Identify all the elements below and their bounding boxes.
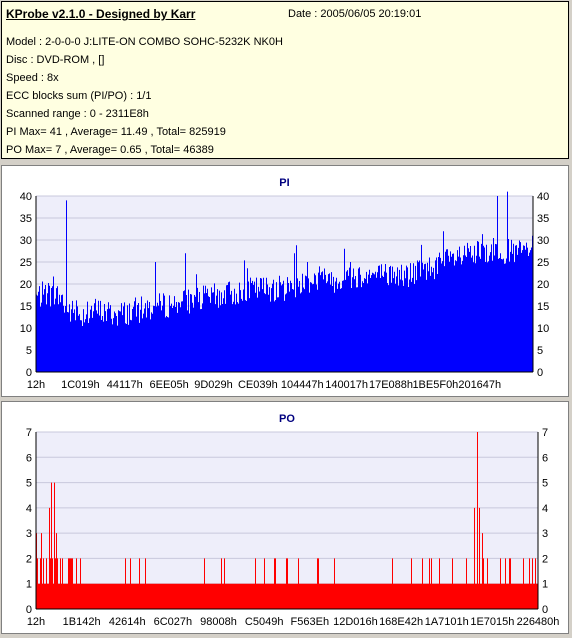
y-tick-label-right: 0: [542, 604, 548, 616]
x-tick-label: 1BE5F0h: [412, 379, 458, 391]
x-tick-label: 1C019h: [61, 379, 100, 391]
x-tick-label: 12D016h: [333, 616, 378, 628]
x-tick-label: 44117h: [107, 379, 143, 391]
x-tick-label: F563Eh: [291, 616, 330, 628]
data-bars: [36, 432, 538, 609]
x-tick-label: 168E42h: [379, 616, 423, 628]
y-tick-label-right: 25: [537, 257, 549, 269]
info-pi-stats: PI Max= 41 , Average= 11.49 , Total= 825…: [6, 126, 226, 138]
x-tick-label: 12h: [27, 616, 45, 628]
y-tick-label-left: 3: [26, 528, 32, 540]
y-tick-label-left: 25: [20, 257, 32, 269]
y-tick-label-right: 5: [537, 345, 543, 357]
data-bars: [36, 191, 533, 372]
y-tick-label-right: 30: [537, 235, 549, 247]
y-tick-label-right: 2: [542, 553, 548, 565]
x-tick-label: 42614h: [109, 616, 146, 628]
y-tick-label-right: 10: [537, 323, 549, 335]
y-tick-label-left: 0: [26, 367, 32, 379]
app-title: KProbe v2.1.0 - Designed by Karr: [6, 7, 196, 21]
x-tick-label: 6C027h: [154, 616, 193, 628]
x-tick-label: 104447h: [281, 379, 324, 391]
y-tick-label-left: 4: [26, 503, 32, 515]
y-tick-label-left: 6: [26, 452, 32, 464]
pi-chart: PI 0 0 5 5 10 10 15 15 20 20 25 25 30 30 35 35 40 40 12h 1C0…: [20, 177, 550, 391]
y-tick-label-left: 20: [20, 279, 32, 291]
x-tick-label: 6EE05h: [150, 379, 189, 391]
po-chart: PO 0 0 1 1 2 2 3 3 4 4 5 5 6 6 7 7 12h 1B142h 42614h 6C027h 9…: [26, 413, 560, 628]
x-tick-label: 140017h: [325, 379, 368, 391]
y-tick-label-right: 35: [537, 213, 549, 225]
info-range: Scanned range : 0 - 2311E8h: [6, 108, 149, 120]
y-tick-label-left: 1: [26, 579, 32, 591]
y-tick-label-left: 5: [26, 478, 32, 490]
y-tick-label-left: 35: [20, 213, 32, 225]
info-ecc: ECC blocks sum (PI/PO) : 1/1: [6, 90, 152, 102]
y-tick-label-right: 15: [537, 301, 549, 313]
y-tick-label-right: 5: [542, 478, 548, 490]
po-chart-panel: PO 0 0 1 1 2 2 3 3 4 4 5 5 6 6 7 7 12h 1B142h 42614h 6C027h 9…: [1, 401, 569, 634]
x-tick-label: 12h: [27, 379, 45, 391]
y-tick-label-left: 40: [20, 191, 32, 203]
y-tick-label-left: 15: [20, 301, 32, 313]
y-tick-label-right: 20: [537, 279, 549, 291]
y-tick-label-right: 4: [542, 503, 548, 515]
x-tick-label: 201647h: [458, 379, 501, 391]
y-tick-label-left: 0: [26, 604, 32, 616]
y-tick-label-right: 7: [542, 427, 548, 439]
x-tick-label: 1B142h: [63, 616, 101, 628]
y-tick-label-right: 1: [542, 579, 548, 591]
info-speed: Speed : 8x: [6, 72, 59, 84]
y-tick-label-left: 10: [20, 323, 32, 335]
x-tick-label: C5049h: [245, 616, 284, 628]
scan-info-panel: KProbe v2.1.0 - Designed by Karr Date : …: [1, 1, 569, 159]
x-tick-label: 1A7101h: [425, 616, 469, 628]
x-tick-label: 226480h: [517, 616, 560, 628]
x-tick-label: 9D029h: [194, 379, 233, 391]
x-tick-label: 1E7015h: [470, 616, 514, 628]
y-tick-label-right: 3: [542, 528, 548, 540]
info-po-stats: PO Max= 7 , Average= 0.65 , Total= 46389: [6, 144, 214, 156]
y-tick-label-left: 7: [26, 427, 32, 439]
pi-chart-panel: PI 0 0 5 5 10 10 15 15 20 20 25 25 30 30 35 35 40 40 12h 1C0…: [1, 165, 569, 397]
info-disc: Disc : DVD-ROM , []: [6, 54, 105, 66]
y-tick-label-right: 0: [537, 367, 543, 379]
y-tick-label-left: 2: [26, 553, 32, 565]
x-tick-label: CE039h: [238, 379, 278, 391]
y-tick-label-left: 5: [26, 345, 32, 357]
scan-date: Date : 2005/06/05 20:19:01: [288, 8, 422, 20]
chart-title: PI: [279, 177, 289, 189]
chart-title: PO: [279, 413, 295, 425]
info-model: Model : 2-0-0-0 J:LITE-ON COMBO SOHC-523…: [6, 36, 283, 48]
x-tick-label: 17E088h: [369, 379, 413, 391]
y-tick-label-right: 40: [537, 191, 549, 203]
x-tick-label: 98008h: [200, 616, 237, 628]
y-tick-label-right: 6: [542, 452, 548, 464]
y-tick-label-left: 30: [20, 235, 32, 247]
